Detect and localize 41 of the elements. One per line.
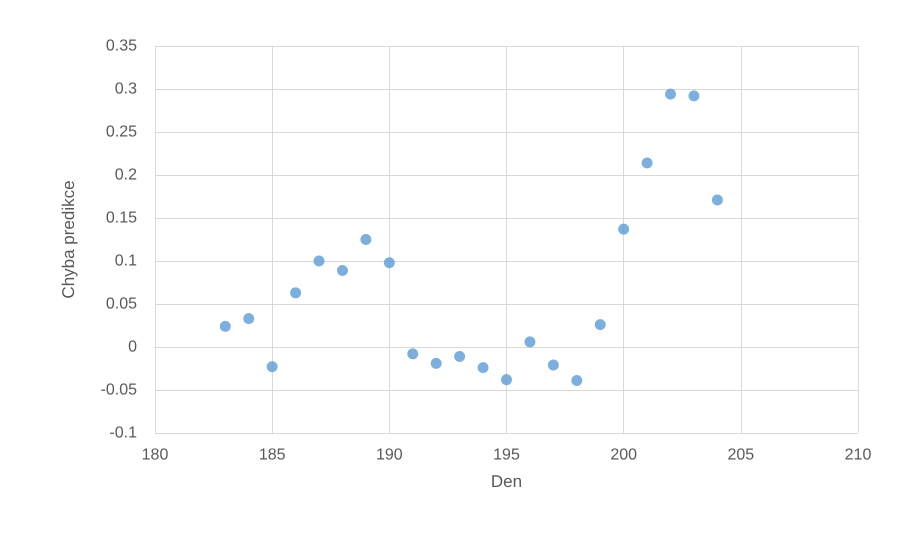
x-tick-label: 190 [376, 446, 403, 464]
point [618, 224, 630, 235]
y-tick-label: 0.05 [106, 296, 138, 312]
y-tick-label: 0.3 [114, 80, 138, 98]
point [688, 90, 700, 102]
point [454, 350, 466, 362]
point [407, 348, 418, 360]
point [430, 358, 442, 369]
point [524, 336, 536, 348]
point [384, 257, 395, 268]
x-tick-label: 195 [493, 446, 520, 464]
point [478, 362, 489, 374]
y-tick-label: 0.35 [106, 38, 138, 54]
x-axis-title: Den [490, 472, 522, 491]
point [220, 320, 231, 332]
point [712, 194, 723, 206]
y-tick-label: -0.1 [109, 424, 138, 442]
point [548, 360, 559, 371]
y-tick-label: 0.25 [106, 124, 138, 140]
point [642, 157, 653, 168]
point [501, 374, 512, 386]
point [314, 256, 325, 266]
point [266, 361, 278, 372]
y-axis-title: Chyba predikce [59, 180, 78, 299]
y-tick-label: -0.05 [100, 382, 138, 398]
x-tick-label: 205 [727, 446, 754, 464]
y-tick-label: 0.2 [114, 166, 138, 184]
point [290, 287, 302, 298]
point [571, 375, 582, 386]
x-tick-label: 200 [610, 446, 638, 464]
x-tick-label: 180 [142, 446, 168, 464]
point [336, 264, 348, 276]
y-tick-label: 0.1 [114, 252, 138, 270]
point [594, 319, 606, 330]
point [665, 88, 676, 100]
x-tick-label: 185 [258, 446, 286, 464]
point [243, 313, 254, 324]
y-tick-label: 0.15 [106, 210, 138, 226]
x-tick-label: 210 [844, 446, 872, 464]
point [360, 234, 372, 245]
y-tick-label: 0 [128, 338, 138, 356]
